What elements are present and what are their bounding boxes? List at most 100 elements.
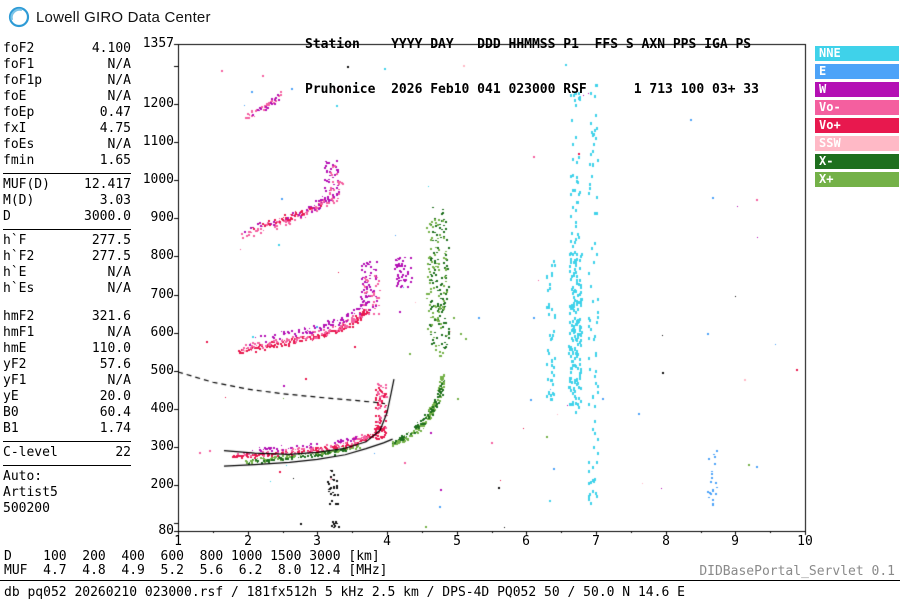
giro-logo-icon — [8, 6, 30, 28]
param-divider — [3, 465, 131, 466]
station-header-labels: Station YYYY DAY DDD HHMMSS P1 FFS S AXN… — [305, 37, 752, 52]
x-axis-tick-label: 1 — [174, 534, 182, 549]
param-value: 57.6 — [99, 357, 131, 372]
legend-item-x: X+ — [815, 172, 899, 187]
station-header-values: Pruhonice 2026 Feb10 041 023000 RSF 1 71… — [305, 82, 759, 97]
giro-logo: Lowell GIRO Data Center — [8, 6, 211, 28]
param-label: foEs — [3, 137, 35, 152]
param-group: h`F 277.5 h`F2 277.5 h`E N/A h`Es N/A — [3, 233, 131, 297]
param-he: h`E N/A — [3, 265, 131, 281]
param-group: C-level 22 — [3, 445, 131, 461]
param-value: 321.6 — [91, 309, 131, 324]
param-value: N/A — [107, 137, 131, 152]
param-value: 60.4 — [99, 405, 131, 420]
y-axis-tick-label: 1200 — [142, 96, 174, 111]
autoscaler-line: Artist5 — [3, 485, 58, 500]
logo-text: Lowell GIRO Data Center — [36, 8, 211, 26]
y-axis-tick-label: 700 — [150, 287, 174, 302]
param-label: C-level — [3, 445, 58, 460]
x-axis-tick-label: 6 — [522, 534, 530, 549]
param-label: h`F2 — [3, 249, 35, 264]
legend-item-vo: Vo+ — [815, 118, 899, 133]
param-md: M(D) 3.03 — [3, 193, 131, 209]
param-label: foF1 — [3, 57, 35, 72]
param-label: foF1p — [3, 73, 43, 88]
param-ye: yE 20.0 — [3, 389, 131, 405]
param-value: 20.0 — [99, 389, 131, 404]
x-axis-tick-label: 8 — [662, 534, 670, 549]
param-group: MUF(D) 12.417 M(D) 3.03 D 3000.0 — [3, 177, 131, 225]
x-axis-tick-label: 9 — [731, 534, 739, 549]
param-value: 277.5 — [91, 249, 131, 264]
param-value: N/A — [107, 57, 131, 72]
param-value: 12.417 — [84, 177, 131, 192]
param-foes: foEs N/A — [3, 137, 131, 153]
param-value: N/A — [107, 325, 131, 340]
param-value: N/A — [107, 281, 131, 296]
y-axis-tick-label: 1357 — [142, 36, 174, 51]
param-label: yF2 — [3, 357, 27, 372]
param-yf1: yF1 N/A — [3, 373, 131, 389]
param-label: hmF2 — [3, 309, 35, 324]
param-value: 4.100 — [91, 41, 131, 56]
param-hes: h`Es N/A — [3, 281, 131, 297]
param-label: MUF(D) — [3, 177, 50, 192]
param-value: 4.75 — [99, 121, 131, 136]
param-label: hmE — [3, 341, 27, 356]
param-label: B1 — [3, 421, 19, 436]
param-value: 1.74 — [99, 421, 131, 436]
footer-divider — [0, 580, 900, 581]
param-label: B0 — [3, 405, 19, 420]
param-value: 1.65 — [99, 153, 131, 168]
param-label: yE — [3, 389, 19, 404]
parameter-panel: foF2 4.100 foF1 N/A foF1p N/A foE N/A foEp 0.47 fx… — [3, 41, 131, 517]
y-axis-tick-label: 800 — [150, 248, 174, 263]
x-axis-tick-label: 2 — [244, 534, 252, 549]
param-group: foF2 4.100 foF1 N/A foF1p N/A foE N/A foEp 0.47 fx… — [3, 41, 131, 169]
param-yf2: yF2 57.6 — [3, 357, 131, 373]
legend: NNE E W Vo- Vo+ SSW X- X+ — [815, 46, 899, 190]
param-value: N/A — [107, 89, 131, 104]
y-axis-tick-label: 80 — [158, 523, 174, 538]
y-axis-tick-label: 400 — [150, 401, 174, 416]
param-hf: h`F 277.5 — [3, 233, 131, 249]
param-hmf2: hmF2 321.6 — [3, 309, 131, 325]
param-label: hmF1 — [3, 325, 35, 340]
param-value: 22 — [115, 445, 131, 460]
param-label: fmin — [3, 153, 35, 168]
param-hmf1: hmF1 N/A — [3, 325, 131, 341]
legend-item-w: W — [815, 82, 899, 97]
legend-item-ssw: SSW — [815, 136, 899, 151]
param-label: D — [3, 209, 11, 224]
param-label: fxI — [3, 121, 27, 136]
param-label: M(D) — [3, 193, 35, 208]
param-label: yF1 — [3, 373, 27, 388]
autoscaler-line: 500200 — [3, 501, 50, 516]
param-fof1p: foF1p N/A — [3, 73, 131, 89]
legend-item-vo: Vo- — [815, 100, 899, 115]
param-group: hmF2 321.6 hmF1 N/A hmE 110.0 yF2 57.6 yF1 N/A yE 2… — [3, 309, 131, 437]
param-b0: B0 60.4 — [3, 405, 131, 421]
x-axis-tick-label: 7 — [592, 534, 600, 549]
param-divider — [3, 441, 131, 442]
param-value: N/A — [107, 73, 131, 88]
param-label: foEp — [3, 105, 35, 120]
param-value: 3000.0 — [84, 209, 131, 224]
param-label: h`E — [3, 265, 27, 280]
param-fof1: foF1 N/A — [3, 57, 131, 73]
param-foep: foEp 0.47 — [3, 105, 131, 121]
legend-item-x: X- — [815, 154, 899, 169]
legend-item-nne: NNE — [815, 46, 899, 61]
x-axis-tick-label: 10 — [797, 534, 813, 549]
param-hme: hmE 110.0 — [3, 341, 131, 357]
param-b1: B1 1.74 — [3, 421, 131, 437]
param-clevel: C-level 22 — [3, 445, 131, 461]
y-axis-tick-label: 600 — [150, 325, 174, 340]
x-axis-tick-label: 3 — [313, 534, 321, 549]
x-axis-tick-label: 5 — [453, 534, 461, 549]
param-divider — [3, 173, 131, 174]
param-fmin: fmin 1.65 — [3, 153, 131, 169]
muf-row: MUF 4.7 4.8 4.9 5.2 5.6 6.2 8.0 12.4 [MH… — [4, 563, 388, 578]
param-fof2: foF2 4.100 — [3, 41, 131, 57]
